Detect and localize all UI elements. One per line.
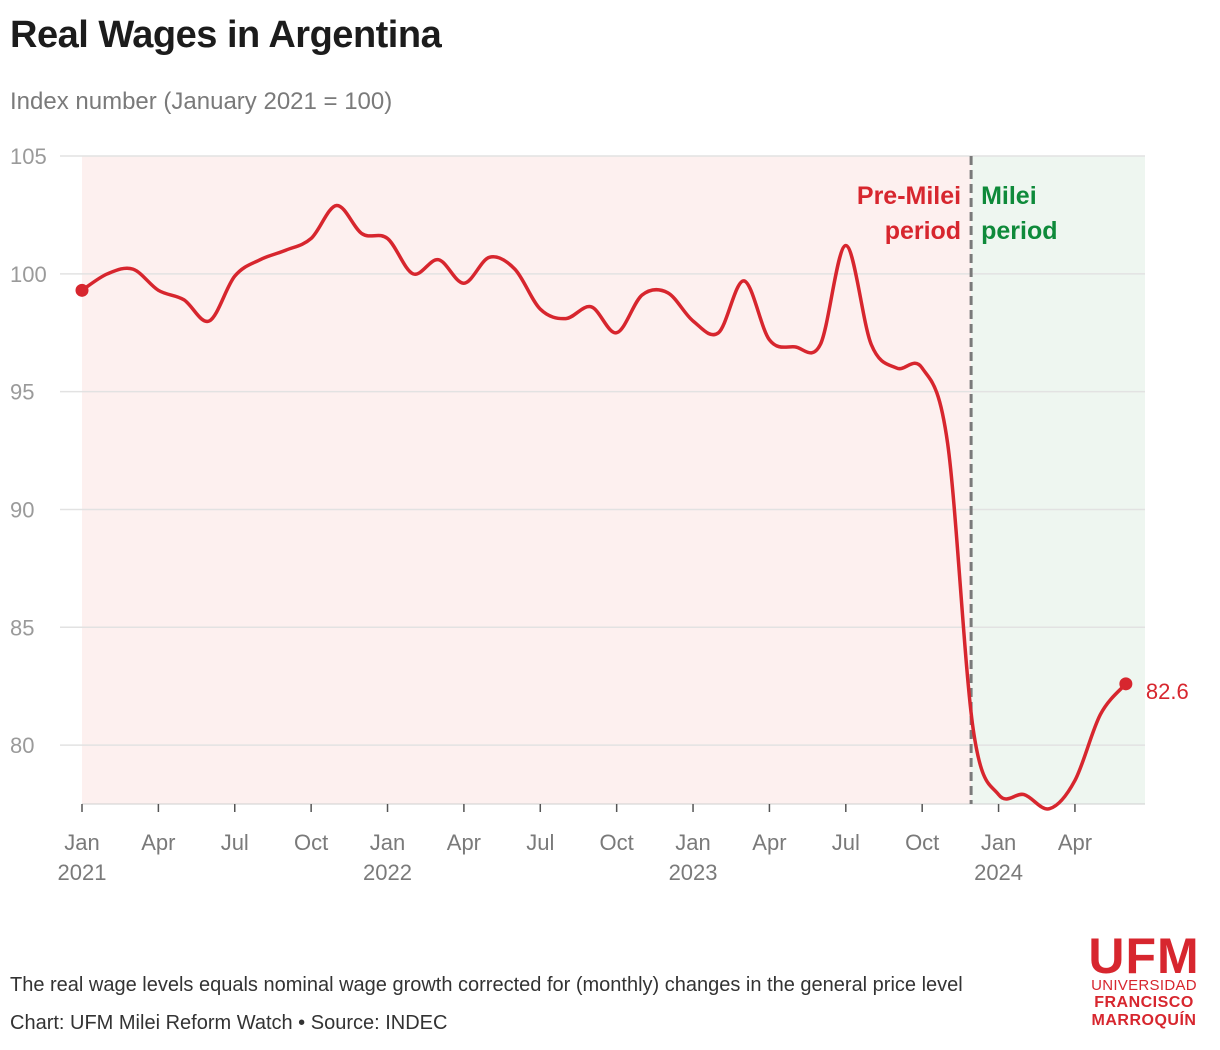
x-tick-year-36: 2024	[974, 860, 1023, 885]
pre-milei-label-line1: Pre-Milei	[857, 182, 961, 210]
x-tick-year-24: 2023	[669, 860, 718, 885]
x-tick-year-0: 2021	[58, 860, 107, 885]
x-tick-label-6: Jul	[221, 830, 249, 855]
x-tick-label-12: Jan	[370, 830, 405, 855]
y-tick-label-95: 95	[10, 380, 34, 405]
pre-milei-shade	[82, 156, 972, 804]
x-tick-year-12: 2022	[363, 860, 412, 885]
chart-subtitle: Index number (January 2021 = 100)	[10, 88, 393, 115]
logo-line-1: UNIVERSIDAD	[1091, 977, 1197, 994]
end-value-label: 82.6	[1146, 679, 1189, 704]
x-tick-label-39: Apr	[1058, 830, 1092, 855]
logo-main-text: UFM	[1088, 928, 1200, 984]
x-tick-label-27: Apr	[752, 830, 786, 855]
x-tick-label-36: Jan	[981, 830, 1016, 855]
real-wage-series-line	[80, 203, 1128, 811]
milei-label-line2: period	[981, 217, 1057, 245]
x-tick-label-3: Apr	[141, 830, 175, 855]
ufm-logo: UFM UNIVERSIDAD FRANCISCO MARROQUÍN	[1082, 928, 1206, 1030]
x-tick-label-24: Jan	[675, 830, 710, 855]
chart-title: Real Wages in Argentina	[10, 14, 442, 56]
data-point-2021-01	[75, 283, 89, 297]
y-tick-label-100: 100	[10, 262, 47, 287]
x-tick-label-15: Apr	[447, 830, 481, 855]
chart-source: Chart: UFM Milei Reform Watch • Source: …	[10, 1012, 448, 1034]
y-tick-label-105: 105	[10, 144, 47, 169]
x-tick-label-18: Jul	[526, 830, 554, 855]
logo-line-3: MARROQUÍN	[1091, 1012, 1197, 1029]
y-tick-label-80: 80	[10, 733, 34, 758]
x-tick-label-30: Jul	[832, 830, 860, 855]
x-tick-label-9: Oct	[294, 830, 328, 855]
y-tick-label-85: 85	[10, 615, 34, 640]
x-tick-label-21: Oct	[600, 830, 634, 855]
y-tick-label-90: 90	[10, 497, 34, 522]
real-wages-line-chart: 80 85 90 95 100 105 Jan 2021 Apr Jul Oct Jan 2022 Apr…	[10, 144, 1189, 885]
x-tick-label-0: Jan	[64, 830, 99, 855]
pre-milei-label-line2: period	[885, 217, 961, 245]
x-tick-label-33: Oct	[905, 830, 939, 855]
milei-label-line1: Milei	[981, 182, 1037, 210]
chart-footnote: The real wage levels equals nominal wage…	[10, 974, 963, 996]
milei-shade	[971, 156, 1145, 804]
logo-line-2: FRANCISCO	[1094, 994, 1194, 1011]
data-point-2024-06	[1119, 677, 1133, 691]
